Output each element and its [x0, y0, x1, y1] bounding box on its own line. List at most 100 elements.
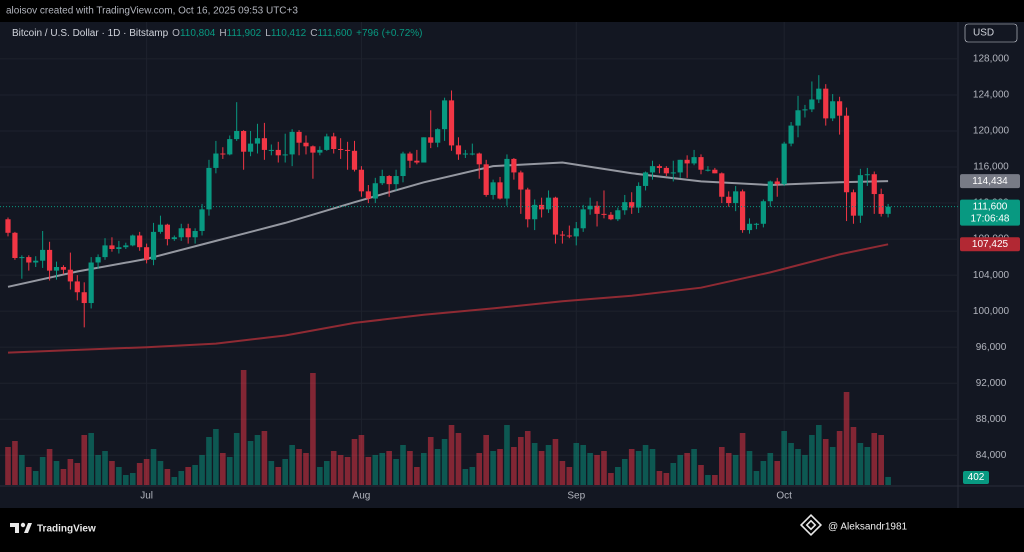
volume-bar — [670, 463, 677, 485]
volume-bar — [5, 447, 11, 485]
volume-bar — [448, 425, 455, 485]
candle-body — [636, 185, 642, 208]
candle-body — [261, 138, 268, 150]
candle-body — [123, 245, 129, 248]
candle-body — [199, 209, 205, 231]
volume-bar — [871, 433, 878, 485]
volume-bar — [615, 467, 621, 485]
volume-bar — [81, 435, 88, 485]
volume-bar — [275, 467, 282, 485]
volume-bar — [469, 467, 476, 485]
volume-bar — [233, 433, 240, 485]
candle-body — [871, 174, 877, 195]
candle-body — [837, 101, 843, 116]
volume-tag-box — [963, 471, 989, 484]
volume-bar — [850, 427, 857, 485]
candle-body — [809, 99, 815, 110]
y-tick-label: 104,000 — [973, 270, 1010, 281]
candle-body — [726, 196, 732, 204]
candle-body — [705, 169, 711, 171]
candle-body — [206, 167, 212, 210]
candle-body — [46, 249, 53, 271]
candle-body — [629, 202, 635, 208]
volume-bar — [836, 431, 843, 485]
volume-bar — [337, 455, 344, 485]
candle-body — [268, 149, 274, 151]
volume-bar — [712, 475, 718, 485]
volume-bar — [538, 451, 545, 485]
volume-bar — [261, 431, 268, 485]
candle-body — [137, 235, 143, 248]
candle-body — [774, 181, 780, 185]
candle-body — [19, 257, 25, 259]
candle-body — [164, 224, 170, 240]
volume-bar — [601, 451, 607, 485]
candle-body — [393, 176, 399, 185]
volume-bar — [386, 451, 392, 485]
candle-body — [185, 228, 191, 238]
candle-body — [511, 158, 517, 173]
volume-bar — [185, 467, 191, 485]
volume-bar — [414, 467, 420, 485]
volume-bar — [296, 449, 302, 485]
volume-bar — [663, 473, 670, 485]
candle-body — [850, 192, 857, 216]
candle-body — [5, 219, 11, 233]
candle-body — [601, 213, 607, 215]
currency-box[interactable] — [964, 23, 1018, 43]
candle-body — [95, 257, 101, 263]
volume-bar — [732, 455, 739, 485]
brand: TradingView — [37, 524, 96, 535]
candle-body — [178, 228, 184, 238]
legend-key: C — [310, 28, 317, 39]
y-tick-label: 120,000 — [973, 126, 1010, 137]
volume-bar — [393, 459, 399, 485]
volume-bar — [476, 453, 483, 485]
candle-body — [539, 204, 545, 210]
candle-body — [289, 131, 295, 155]
candle-body — [67, 269, 73, 282]
legend-change: +796 — [356, 28, 379, 39]
candle-body — [823, 88, 829, 119]
volume-bar — [774, 461, 781, 485]
volume-bar — [718, 447, 725, 485]
candle-body — [421, 137, 427, 163]
candle-body — [552, 197, 559, 235]
candle-body — [525, 189, 531, 220]
volume-bar — [843, 392, 850, 485]
volume-bar — [698, 465, 704, 485]
candle-body — [753, 223, 760, 225]
candle-body — [532, 204, 538, 220]
ma-tag-box — [960, 237, 1020, 252]
candle-body — [171, 237, 177, 240]
volume-bar — [67, 459, 74, 485]
candle-body — [441, 100, 448, 130]
volume-bar — [53, 461, 60, 485]
volume-bar — [524, 431, 531, 485]
candle-body — [608, 214, 614, 220]
candle-body — [351, 150, 358, 170]
volume-bar — [587, 453, 593, 485]
candle-body — [275, 149, 281, 156]
candle-body — [698, 157, 704, 170]
volume-bar — [199, 455, 205, 485]
volume-bar — [254, 435, 261, 485]
volume-bar — [795, 449, 801, 485]
volume-bar — [240, 370, 247, 485]
candle-body — [483, 164, 489, 195]
volume-bar — [878, 435, 884, 485]
candle-body — [400, 153, 406, 177]
candle-body — [767, 181, 773, 202]
candle-body — [227, 139, 233, 155]
ma-tag: 107,425 — [972, 239, 1009, 250]
volume-bar — [282, 459, 288, 485]
candle-body — [885, 206, 891, 214]
candle-body — [455, 145, 462, 155]
candle-body — [116, 247, 122, 249]
volume-bar — [885, 476, 891, 485]
candle-body — [130, 235, 136, 246]
volume-bar — [809, 435, 815, 485]
volume-bar — [705, 475, 711, 485]
candle-body — [344, 149, 351, 151]
candle-body — [157, 224, 164, 232]
